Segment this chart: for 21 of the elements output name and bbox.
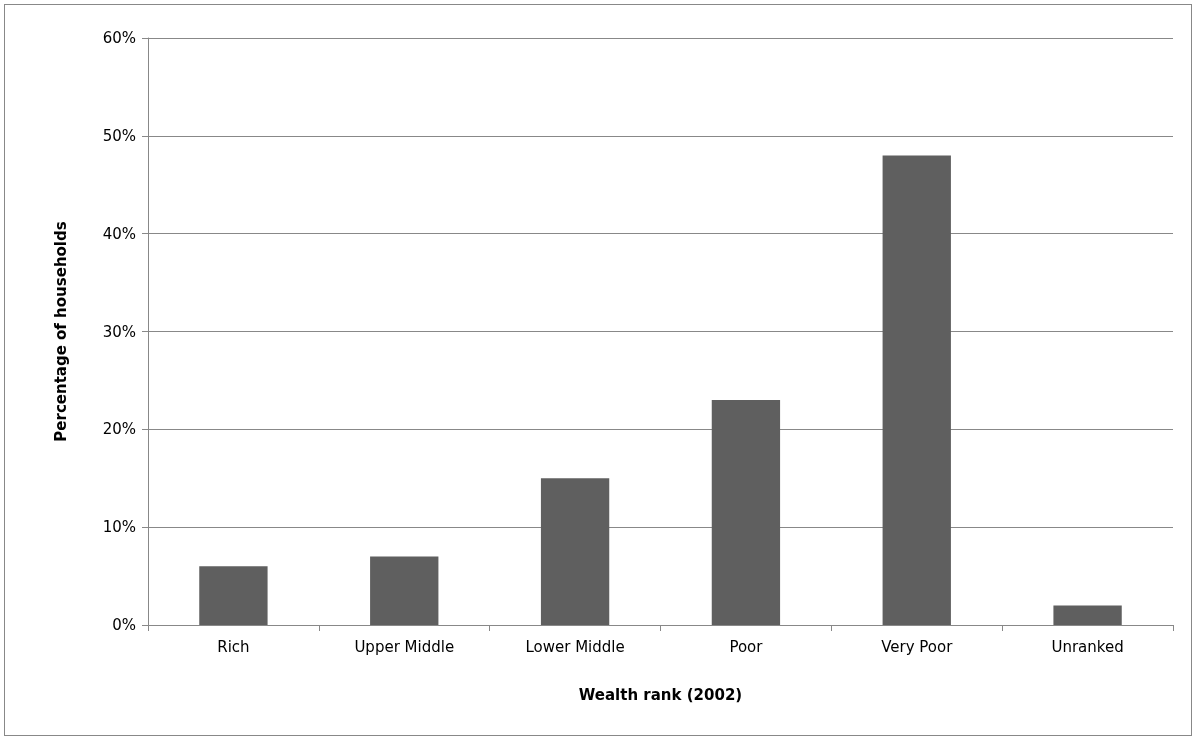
- y-tick-label: 60%: [102, 29, 136, 47]
- bar: [711, 399, 781, 625]
- y-tick-label: 0%: [112, 616, 136, 634]
- x-tick-label: Unranked: [1051, 637, 1124, 656]
- bar: [882, 155, 951, 625]
- bar: [370, 556, 439, 625]
- y-tick-label: 40%: [102, 224, 136, 243]
- x-tick-label: Rich: [217, 637, 250, 656]
- x-tick-label: Lower Middle: [525, 637, 625, 656]
- y-tick-label: 50%: [102, 126, 136, 145]
- bar: [1053, 605, 1122, 625]
- bar: [199, 566, 268, 625]
- y-tick-label: 10%: [102, 518, 136, 537]
- y-tick-label: 20%: [102, 420, 136, 439]
- y-axis-title: Percentage of households: [51, 221, 70, 442]
- x-axis-title: Wealth rank (2002): [578, 685, 743, 704]
- bar: [540, 478, 610, 625]
- x-tick-label: Poor: [729, 637, 764, 656]
- x-tick-label: Very Poor: [881, 637, 954, 656]
- x-tick-label: Upper Middle: [354, 637, 455, 656]
- y-tick-label: 30%: [102, 322, 136, 341]
